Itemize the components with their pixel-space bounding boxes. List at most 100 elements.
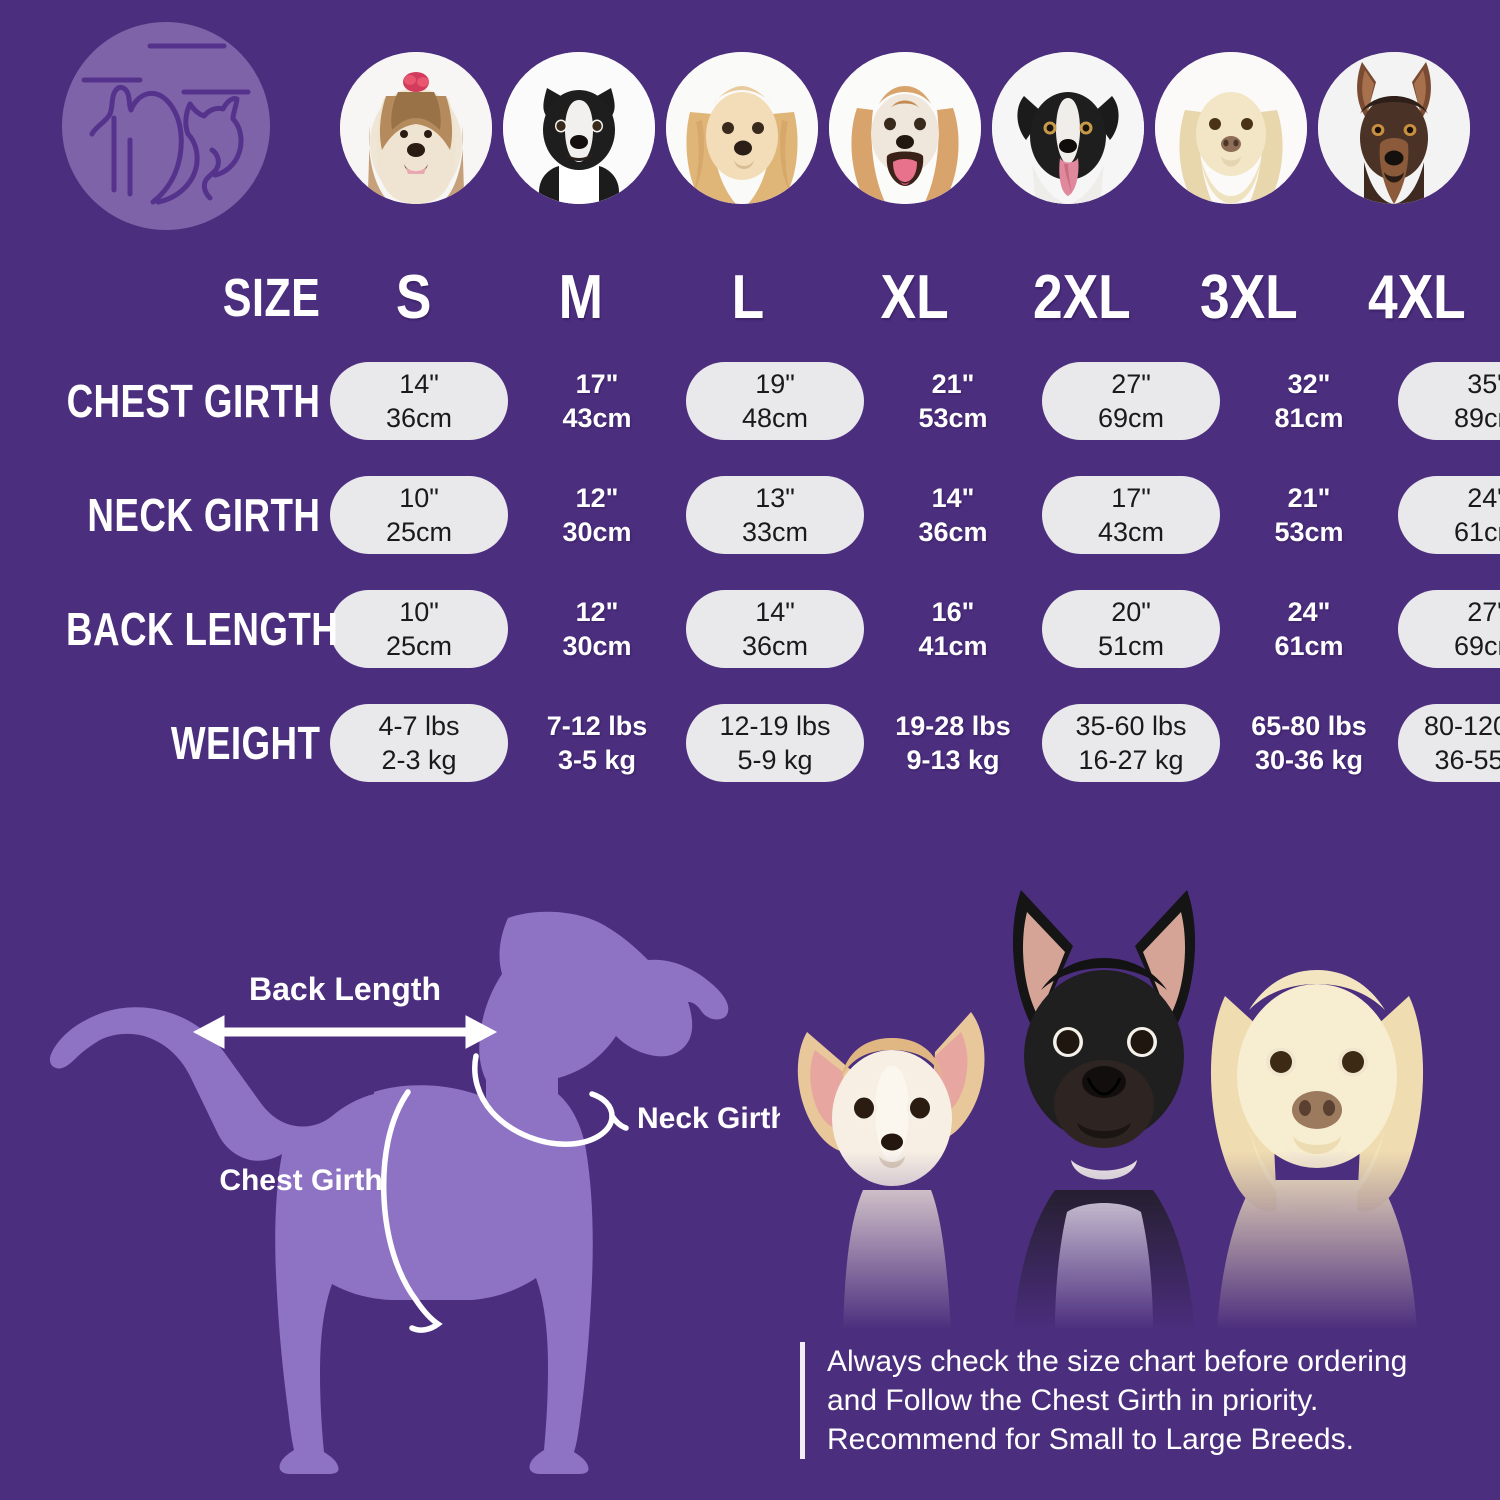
value-metric: 33cm <box>741 516 809 547</box>
value-pill: 27"69cm <box>1398 590 1500 668</box>
table-cell: 32" 81cm <box>1220 362 1398 440</box>
value-metric: 61cm <box>1453 516 1500 547</box>
column-header-label: L <box>731 263 765 332</box>
back-length-label: Back Length <box>249 971 441 1007</box>
value-metric: 30-36 kg <box>1254 744 1364 775</box>
value-imperial: 4-7 lbs <box>378 710 460 741</box>
column-header-label: 2XL <box>1033 263 1132 332</box>
value-plain: 14" 36cm <box>864 476 1042 554</box>
value-imperial: 12" <box>575 482 619 513</box>
table-cell: 12" 30cm <box>508 590 686 668</box>
value-metric: 36cm <box>385 402 453 433</box>
value-pill: 19" 48cm <box>686 362 864 440</box>
value-pill: 80-120 lbs36-55 kg <box>1398 704 1500 782</box>
column-header-label: S <box>395 263 432 332</box>
value-pill: 14" 36cm <box>686 590 864 668</box>
boston-terrier-photo <box>503 52 655 204</box>
value-imperial: 10" <box>399 596 439 627</box>
table-cell: 19-28 lbs 9-13 kg <box>864 704 1042 782</box>
double-headed-arrow <box>192 1015 498 1049</box>
footer-line-1: Always check the size chart before order… <box>827 1345 1408 1378</box>
value-pill: 12-19 lbs 5-9 kg <box>686 704 864 782</box>
value-imperial: 7-12 lbs <box>546 710 648 741</box>
value-metric: 36cm <box>741 630 809 661</box>
bottom-dog-photos <box>755 860 1500 1330</box>
table-cell: 7-12 lbs 3-5 kg <box>508 704 686 782</box>
value-imperial: 24" <box>1467 482 1500 513</box>
value-imperial: 16" <box>931 596 975 627</box>
table-cell: 17" 43cm <box>508 362 686 440</box>
value-metric: 43cm <box>562 402 632 433</box>
table-row: NECK GIRTH 10" 25cm 12" 30cm 13" 33cm 14" 36… <box>0 458 1500 572</box>
value-metric: 81cm <box>1274 402 1344 433</box>
value-metric: 9-13 kg <box>906 744 1000 775</box>
value-imperial: 10" <box>399 482 439 513</box>
table-header-row: SIZE S M L XL 2XL 3XL 4XL <box>0 252 1500 344</box>
column-header-2xl: 2XL <box>999 267 1166 329</box>
table-cell: 12-19 lbs 5-9 kg <box>686 704 864 782</box>
column-header-label: XL <box>880 263 950 332</box>
value-metric: 2-3 kg <box>381 744 457 775</box>
table-cell: 24"61cm <box>1398 476 1500 554</box>
value-imperial: 12-19 lbs <box>719 710 831 741</box>
value-pill: 24"61cm <box>1398 476 1500 554</box>
table-cell: 24"61cm <box>1220 590 1398 668</box>
value-metric: 3-5 kg <box>557 744 637 775</box>
column-header-l: L <box>664 267 831 329</box>
column-header-m: M <box>497 267 664 329</box>
value-plain: 7-12 lbs 3-5 kg <box>508 704 686 782</box>
value-metric: 69cm <box>1453 630 1500 661</box>
neck-girth-label: Neck Girth <box>637 1102 780 1135</box>
cocker-spaniel-photo <box>666 52 818 204</box>
value-imperial: 19-28 lbs <box>895 710 1011 741</box>
value-plain: 24" 61cm <box>1220 590 1398 668</box>
row-label-chest-girth: CHEST GIRTH <box>66 375 321 427</box>
table-cell: 16" 41cm <box>864 590 1042 668</box>
column-header-xl: XL <box>831 267 998 329</box>
value-imperial: 35-60 lbs <box>1075 710 1187 741</box>
value-imperial: 21" <box>931 368 975 399</box>
size-corner-label: SIZE <box>222 268 321 328</box>
value-imperial: 13" <box>755 482 795 513</box>
value-plain: 12" 30cm <box>508 476 686 554</box>
labrador-photo <box>1155 52 1307 204</box>
value-metric: 53cm <box>1274 516 1344 547</box>
value-metric: 89cm <box>1453 402 1500 433</box>
value-pill: 10" 25cm <box>330 476 508 554</box>
table-cell: 12" 30cm <box>508 476 686 554</box>
column-header-3xl: 3XL <box>1166 267 1333 329</box>
table-cell: 14" 36cm <box>864 476 1042 554</box>
value-metric: 25cm <box>385 516 453 547</box>
border-collie-photo <box>992 52 1144 204</box>
table-row: BACK LENGTH 10" 25cm 12" 30cm 14" 36cm 16" 4… <box>0 572 1500 686</box>
breed-photo-strip <box>340 48 1470 208</box>
table-cell: 27"69cm <box>1398 590 1500 668</box>
value-imperial: 27" <box>1467 596 1500 627</box>
value-plain: 17" 43cm <box>508 362 686 440</box>
column-header-s: S <box>330 267 497 329</box>
value-pill: 20" 51cm <box>1042 590 1220 668</box>
column-header-label: 3XL <box>1200 263 1299 332</box>
table-row: WEIGHT 4-7 lbs 2-3 kg 7-12 lbs 3-5 kg 12-1… <box>0 686 1500 800</box>
beagle-photo <box>829 52 981 204</box>
table-cell: 4-7 lbs 2-3 kg <box>330 704 508 782</box>
table-cell: 35-60 lbs 16-27 kg <box>1042 704 1220 782</box>
value-metric: 36cm <box>918 516 988 547</box>
footer-line-3: Recommend for Small to Large Breeds. <box>827 1423 1354 1456</box>
value-metric: 5-9 kg <box>737 744 813 775</box>
table-cell: 10" 25cm <box>330 590 508 668</box>
value-pill: 17" 43cm <box>1042 476 1220 554</box>
value-metric: 69cm <box>1097 402 1165 433</box>
row-label-back-length: BACK LENGTH <box>66 603 339 655</box>
table-cell: 20" 51cm <box>1042 590 1220 668</box>
table-cell: 13" 33cm <box>686 476 864 554</box>
value-imperial: 65-80 lbs <box>1251 710 1367 741</box>
table-cell: 80-120 lbs36-55 kg <box>1398 704 1500 782</box>
value-imperial: 21" <box>1287 482 1331 513</box>
table-cell: 21" 53cm <box>1220 476 1398 554</box>
table-cell: 17" 43cm <box>1042 476 1220 554</box>
french-bulldog-photo <box>1012 890 1196 1330</box>
row-label-weight: WEIGHT <box>170 717 321 769</box>
column-header-label: 4XL <box>1367 263 1466 332</box>
value-imperial: 14" <box>755 596 795 627</box>
